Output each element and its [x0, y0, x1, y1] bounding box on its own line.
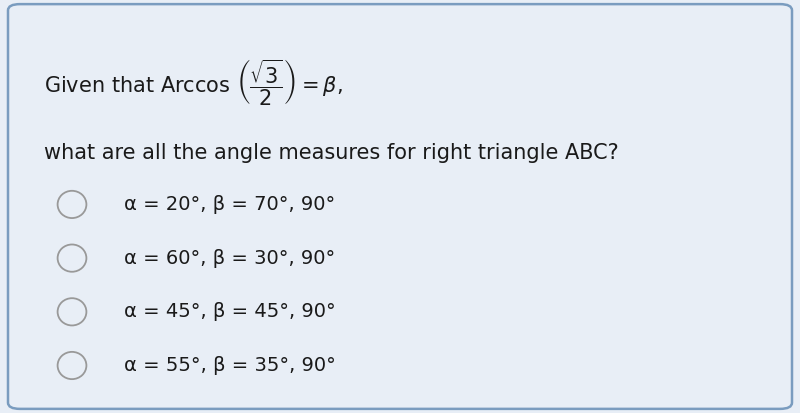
Text: Given that Arccos $\left(\dfrac{\sqrt{3}}{2}\right) = \beta,$: Given that Arccos $\left(\dfrac{\sqrt{3}… [44, 57, 343, 108]
Text: α = 60°, β = 30°, 90°: α = 60°, β = 30°, 90° [124, 249, 335, 268]
FancyBboxPatch shape [8, 4, 792, 409]
Text: α = 45°, β = 45°, 90°: α = 45°, β = 45°, 90° [124, 302, 336, 321]
Text: α = 55°, β = 35°, 90°: α = 55°, β = 35°, 90° [124, 356, 336, 375]
Text: what are all the angle measures for right triangle ABC?: what are all the angle measures for righ… [44, 143, 618, 163]
Text: α = 20°, β = 70°, 90°: α = 20°, β = 70°, 90° [124, 195, 335, 214]
